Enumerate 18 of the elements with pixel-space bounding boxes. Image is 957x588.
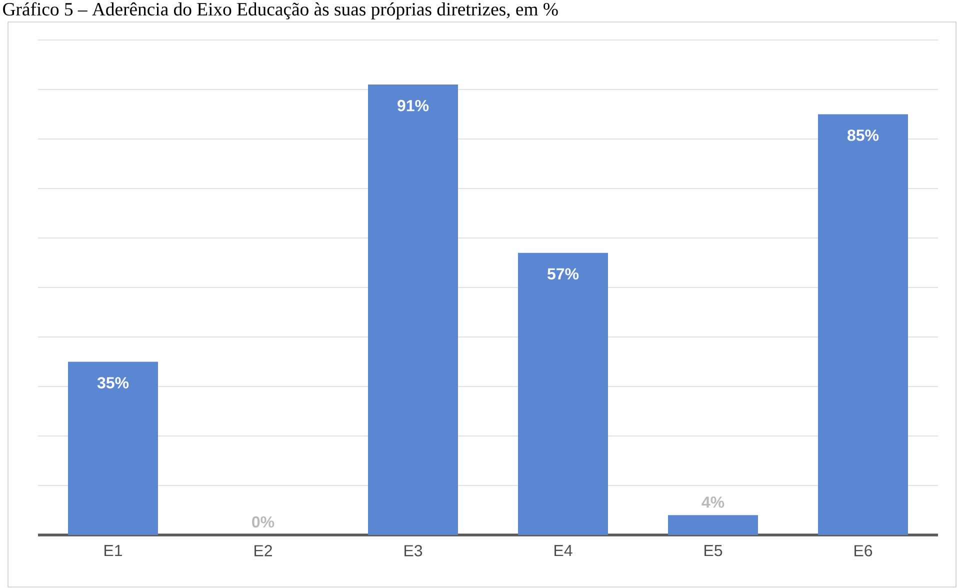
x-tick-label: E2: [254, 545, 272, 556]
data-label: 57%: [547, 268, 579, 280]
chart-title: Gráfico 5 – Aderência do Eixo Educação às suas próprias diretrizes, em %: [3, 2, 558, 20]
data-label: 0%: [252, 516, 274, 528]
bar: [68, 362, 158, 535]
x-tick-label: E3: [404, 545, 422, 556]
x-tick-label: E5: [704, 545, 722, 556]
data-label: 4%: [702, 496, 724, 508]
x-tick-label: E6: [854, 545, 872, 556]
x-tick-label: E1: [104, 545, 122, 556]
bar: [368, 84, 458, 535]
bar: [818, 114, 908, 535]
data-label: 35%: [97, 377, 129, 388]
data-label: 85%: [847, 130, 879, 141]
x-tick-label: E4: [554, 545, 572, 556]
bar: [668, 515, 758, 535]
data-label: 91%: [398, 100, 429, 112]
bar: [518, 252, 608, 535]
